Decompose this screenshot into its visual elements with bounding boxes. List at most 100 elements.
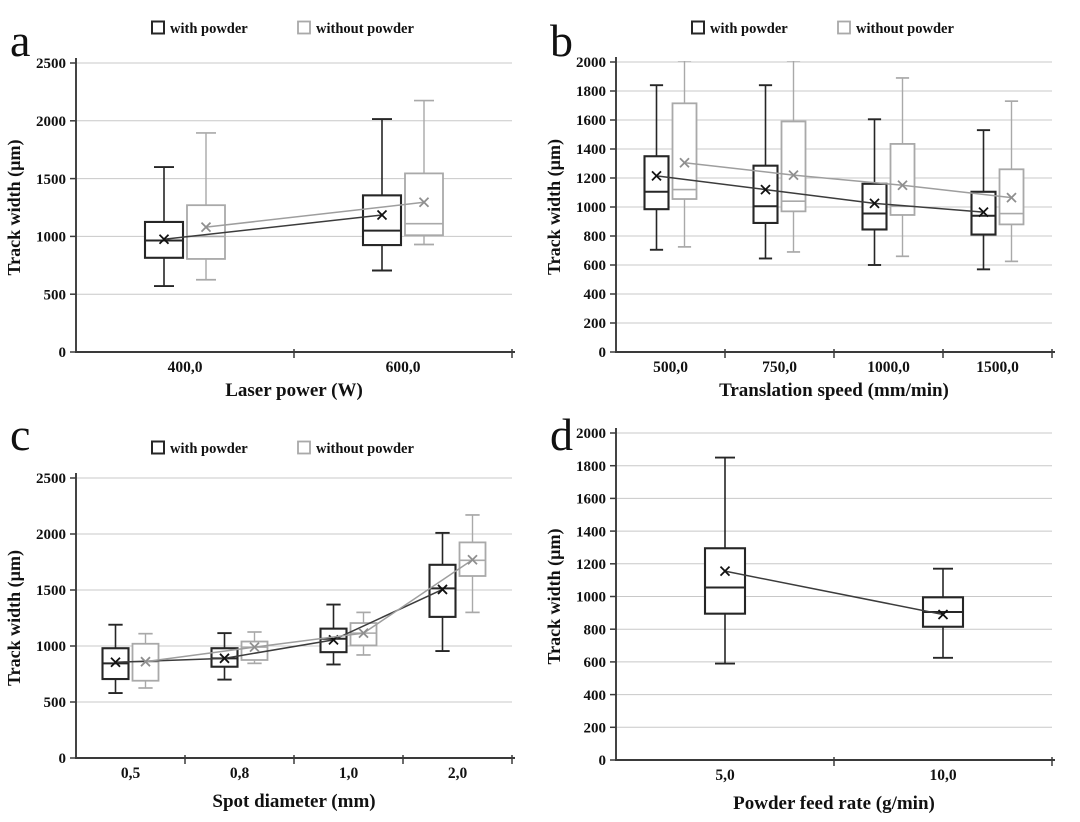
panel-d: 0 200 400 600 800 1000 1200 1400 1600 1800 2000 5,0… — [540, 400, 1080, 822]
y-tick-label: 1000 — [576, 200, 606, 216]
mean-marker — [249, 641, 260, 653]
y-tick-label: 1600 — [576, 113, 606, 129]
y-tick-label: 200 — [584, 316, 607, 332]
category-label: 600,0 — [386, 359, 421, 376]
mean-marker — [978, 206, 989, 218]
mean-line — [684, 162, 1012, 199]
mean-marker — [937, 609, 949, 620]
category-label: 2,0 — [448, 765, 468, 782]
panel-d-chart: 0 200 400 600 800 1000 1200 1400 1600 1800 2000 5,0… — [544, 409, 1055, 814]
y-tick-label: 2000 — [36, 527, 66, 543]
mean-marker — [140, 656, 151, 667]
legend-swatch-without-powder — [837, 20, 851, 35]
x-axis-title: Powder feed rate (g/min) — [733, 793, 935, 814]
category-label: 0,8 — [230, 765, 250, 782]
y-tick-label: 1200 — [576, 171, 606, 187]
y-tick-label: 1800 — [576, 84, 606, 100]
y-tick-label: 1000 — [36, 639, 66, 655]
legend-swatch-without-powder — [297, 20, 311, 35]
y-tick-label: 2000 — [576, 426, 606, 442]
category-label: 10,0 — [929, 767, 956, 784]
box-iqr — [703, 547, 747, 615]
y-axis-title: Track width (µm) — [4, 139, 25, 275]
y-tick-label: 400 — [584, 287, 607, 303]
mean-line — [656, 175, 984, 213]
legend-label: without powder — [856, 21, 954, 37]
y-tick-label: 1600 — [576, 492, 606, 508]
mean-line — [115, 588, 443, 663]
mean-marker — [437, 584, 448, 595]
mean-marker — [897, 180, 908, 191]
mean-marker — [110, 657, 121, 668]
boxplot-layer — [143, 99, 444, 288]
panel-letter: c — [10, 409, 30, 460]
mean-marker — [358, 627, 369, 639]
mean-marker — [219, 653, 230, 664]
box-iqr — [240, 640, 269, 661]
y-tick-label: 1000 — [36, 230, 66, 246]
mean-marker — [418, 197, 430, 208]
panel-b: 0 200 400 600 800 1000 1200 1400 1600 1800 2000 500… — [540, 0, 1080, 400]
mean-marker — [869, 198, 880, 209]
box-iqr — [643, 155, 670, 211]
panel-c-chart: 0 500 1000 1500 2000 2500 0,5 0,8 1,0 2,0 Spot dia… — [4, 409, 515, 812]
y-tick-label: 1500 — [36, 583, 66, 599]
y-tick-label: 0 — [599, 753, 607, 769]
y-tick-label: 1000 — [576, 590, 606, 606]
box-iqr — [780, 120, 807, 213]
mean-marker — [376, 209, 388, 221]
mean-marker — [467, 554, 478, 565]
legend-swatch-without-powder — [297, 440, 311, 455]
panel-letter: a — [10, 15, 30, 66]
y-tick-label: 1400 — [576, 142, 606, 158]
box-iqr — [671, 102, 698, 200]
mean-marker — [158, 234, 170, 245]
mean-marker — [679, 157, 690, 168]
category-label: 400,0 — [168, 359, 203, 376]
panel-letter: d — [550, 409, 573, 460]
y-tick-label: 2000 — [36, 114, 66, 130]
y-tick-label: 2500 — [36, 56, 66, 72]
box-iqr — [361, 194, 403, 247]
legend-label: with powder — [170, 21, 248, 37]
legend-label: without powder — [316, 21, 414, 37]
y-tick-label: 500 — [44, 287, 67, 303]
mean-marker — [788, 169, 799, 181]
y-tick-label: 1500 — [36, 172, 66, 188]
y-tick-label: 500 — [44, 695, 67, 711]
mean-marker — [1006, 192, 1017, 203]
mean-line — [145, 559, 473, 663]
category-label: 750,0 — [762, 359, 797, 376]
y-tick-label: 2500 — [36, 471, 66, 487]
boxplot-layer — [101, 514, 487, 694]
mean-marker — [200, 222, 212, 233]
y-tick-label: 0 — [59, 345, 67, 361]
boxplot-layer — [703, 456, 965, 665]
y-tick-label: 200 — [584, 721, 607, 737]
mean-marker — [651, 170, 662, 181]
mean-marker — [760, 184, 771, 195]
legend-label: without powder — [316, 441, 414, 457]
category-label: 0,5 — [121, 765, 141, 782]
panel-b-chart: 0 200 400 600 800 1000 1200 1400 1600 1800 2000 500… — [544, 15, 1055, 400]
category-label: 1,0 — [339, 765, 359, 782]
category-label: 1500,0 — [976, 359, 1019, 376]
x-axis-title: Translation speed (mm/min) — [719, 380, 949, 400]
mean-line — [724, 570, 944, 616]
x-axis-title: Spot diameter (mm) — [212, 791, 375, 812]
mean-marker — [719, 566, 731, 577]
y-tick-label: 800 — [584, 622, 607, 638]
y-tick-label: 600 — [584, 655, 607, 671]
mean-line — [205, 201, 425, 228]
y-tick-label: 0 — [599, 345, 607, 361]
y-tick-label: 1400 — [576, 524, 606, 540]
box-iqr — [861, 182, 888, 231]
panel-letter: b — [550, 15, 573, 66]
panel-c: 0 500 1000 1500 2000 2500 0,5 0,8 1,0 2,0 Spot dia… — [0, 400, 540, 822]
legend-swatch-with-powder — [691, 20, 705, 35]
y-axis-title: Track width (µm) — [544, 528, 565, 664]
legend-label: with powder — [170, 441, 248, 457]
box-iqr — [889, 143, 916, 216]
y-tick-label: 1200 — [576, 557, 606, 573]
